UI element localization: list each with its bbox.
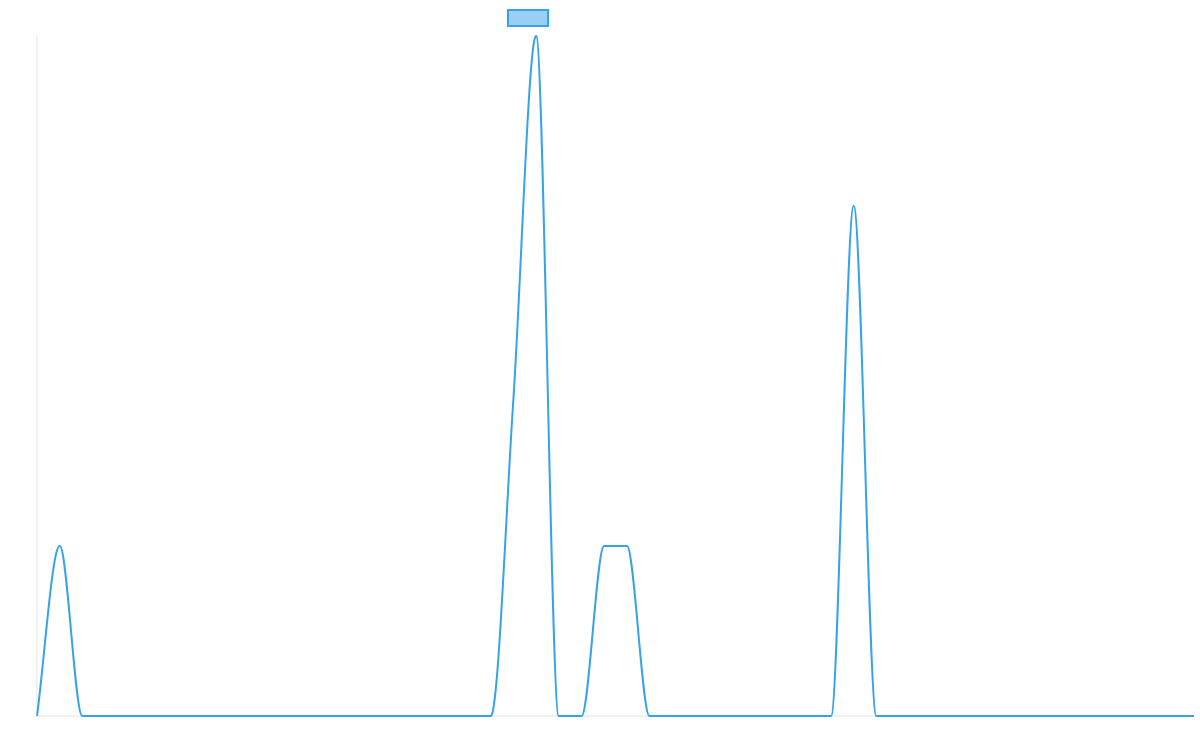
data-point[interactable]: [647, 713, 653, 719]
data-point[interactable]: [420, 713, 426, 719]
data-point[interactable]: [1032, 713, 1038, 719]
data-point[interactable]: [147, 713, 153, 719]
data-point[interactable]: [533, 33, 539, 39]
data-point[interactable]: [261, 713, 267, 719]
data-point[interactable]: [578, 713, 584, 719]
data-point[interactable]: [79, 713, 85, 719]
data-point[interactable]: [556, 713, 562, 719]
data-point[interactable]: [1168, 713, 1174, 719]
data-point[interactable]: [170, 713, 176, 719]
data-point[interactable]: [1100, 713, 1106, 719]
data-point[interactable]: [374, 713, 380, 719]
data-point[interactable]: [465, 713, 471, 719]
data-point[interactable]: [737, 713, 743, 719]
data-point[interactable]: [715, 713, 721, 719]
data-point[interactable]: [397, 713, 403, 719]
data-point[interactable]: [987, 713, 993, 719]
data-point[interactable]: [919, 713, 925, 719]
data-point[interactable]: [783, 713, 789, 719]
data-point[interactable]: [941, 713, 947, 719]
data-point[interactable]: [442, 713, 448, 719]
legend-swatch[interactable]: [507, 9, 549, 27]
data-point[interactable]: [57, 543, 63, 549]
data-point[interactable]: [1055, 713, 1061, 719]
data-point[interactable]: [125, 713, 131, 719]
data-point[interactable]: [601, 543, 607, 549]
data-point[interactable]: [193, 713, 199, 719]
data-point[interactable]: [306, 713, 312, 719]
axes: [36, 36, 1194, 717]
data-point[interactable]: [851, 203, 857, 209]
data-point[interactable]: [238, 713, 244, 719]
data-point[interactable]: [488, 713, 494, 719]
data-point[interactable]: [692, 713, 698, 719]
data-point[interactable]: [1191, 713, 1197, 719]
data-point[interactable]: [624, 543, 630, 549]
data-point[interactable]: [1123, 713, 1129, 719]
data-point[interactable]: [669, 713, 675, 719]
series-layer: [34, 33, 1197, 719]
data-point[interactable]: [34, 713, 40, 719]
data-point[interactable]: [805, 713, 811, 719]
data-point[interactable]: [102, 713, 108, 719]
data-point[interactable]: [215, 713, 221, 719]
data-point[interactable]: [964, 713, 970, 719]
data-point[interactable]: [1078, 713, 1084, 719]
data-point[interactable]: [873, 713, 879, 719]
data-point[interactable]: [1010, 713, 1016, 719]
data-point[interactable]: [1146, 713, 1152, 719]
data-point[interactable]: [329, 713, 335, 719]
legend[interactable]: [507, 9, 549, 27]
data-point[interactable]: [510, 396, 516, 402]
data-point[interactable]: [284, 713, 290, 719]
data-point[interactable]: [896, 713, 902, 719]
data-point[interactable]: [760, 713, 766, 719]
data-point[interactable]: [352, 713, 358, 719]
data-point[interactable]: [828, 713, 834, 719]
series-line-0[interactable]: [36, 35, 1194, 717]
